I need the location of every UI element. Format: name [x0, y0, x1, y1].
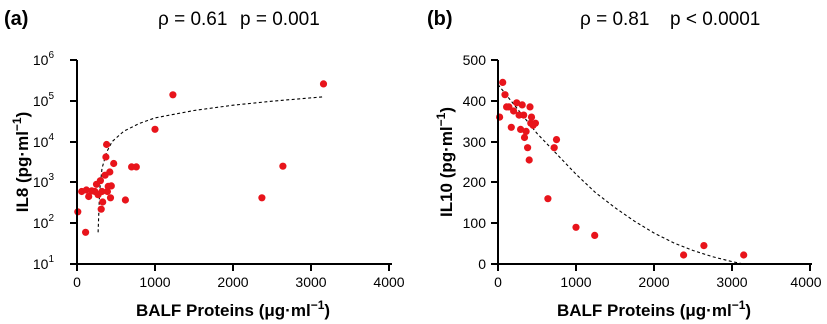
panel-b: (b) ρ = 0.81 p < 0.0001 0 100 200 300 40… — [427, 8, 822, 320]
data-point-b-26 — [591, 231, 599, 239]
x-tick-label-a-1: 0 — [73, 274, 81, 290]
data-point-a-3 — [82, 228, 90, 236]
x-tick-label-b-4: 3000 — [716, 274, 747, 290]
y-tick-label-a-2: 102 — [33, 213, 55, 231]
data-point-a-5 — [85, 192, 93, 201]
data-point-b-19 — [527, 113, 536, 121]
data-point-a-28 — [258, 194, 266, 202]
y-ticks-a: 101 102 103 104 105 106 — [33, 50, 77, 272]
data-point-b-2 — [499, 78, 507, 86]
data-point-a-19 — [106, 168, 114, 176]
panel-b-p-value: p < 0.0001 — [670, 9, 760, 30]
y-axis-title-b: IL10 (pg·ml−1) — [434, 107, 456, 217]
y-tick-label-a-5: 105 — [33, 91, 55, 109]
data-point-b-16 — [525, 156, 533, 164]
marks-b — [496, 78, 748, 265]
data-point-b-27 — [680, 251, 688, 259]
data-point-b-29 — [740, 251, 748, 259]
x-tick-label-b-5: 4000 — [790, 274, 821, 290]
data-point-a-21 — [107, 182, 115, 190]
x-tick-label-a-4: 3000 — [295, 274, 326, 290]
data-point-b-3 — [501, 91, 509, 99]
data-point-a-22 — [110, 159, 118, 168]
x-tick-label-b-1: 0 — [494, 274, 502, 290]
marks-a — [74, 80, 328, 236]
panel-a-p-value: p = 0.001 — [240, 9, 320, 30]
y-tick-label-b-6: 500 — [463, 52, 487, 68]
data-point-a-25 — [132, 163, 140, 171]
data-point-b-5 — [505, 103, 513, 111]
x-ticks-a: 0 1000 2000 3000 4000 — [73, 264, 405, 290]
trend-line-b — [497, 84, 744, 265]
panel-a: (a) ρ = 0.61 p = 0.001 101 102 103 104 1… — [4, 8, 405, 320]
y-tick-label-b-2: 100 — [463, 215, 487, 231]
y-tick-label-a-1: 101 — [33, 254, 55, 272]
data-point-b-13 — [520, 133, 529, 142]
data-point-b-22 — [544, 195, 552, 203]
data-point-b-23 — [550, 144, 558, 152]
data-point-a-26 — [151, 125, 159, 133]
y-tick-label-b-5: 400 — [463, 93, 487, 109]
y-tick-label-a-6: 106 — [33, 50, 55, 68]
x-tick-label-a-5: 4000 — [373, 274, 404, 290]
data-point-b-28 — [700, 242, 708, 250]
data-point-b-14 — [522, 127, 530, 135]
data-point-b-10 — [517, 125, 525, 133]
x-tick-label-b-2: 1000 — [560, 274, 591, 290]
panel-a-rho: ρ = 0.61 — [158, 9, 227, 30]
x-tick-label-a-2: 1000 — [139, 274, 170, 290]
y-tick-label-b-4: 300 — [463, 134, 487, 150]
data-point-a-15 — [102, 153, 110, 161]
data-point-b-8 — [513, 99, 521, 107]
x-axis-title-b: BALF Proteins (μg·ml−1) — [557, 298, 751, 320]
data-point-b-12 — [520, 111, 528, 119]
data-point-a-13 — [99, 198, 107, 206]
data-point-a-12 — [98, 187, 106, 196]
data-point-a-23 — [121, 196, 129, 204]
data-point-a-30 — [319, 80, 328, 88]
x-tick-label-b-3: 2000 — [638, 274, 669, 290]
panel-a-label: (a) — [4, 8, 28, 30]
data-point-b-17 — [526, 103, 534, 111]
data-point-b-11 — [518, 101, 526, 109]
data-point-b-21 — [531, 119, 540, 127]
y-tick-label-a-3: 103 — [33, 172, 55, 190]
data-point-a-27 — [169, 91, 177, 99]
panel-b-rho: ρ = 0.81 — [580, 9, 649, 30]
x-ticks-b: 0 1000 2000 3000 4000 — [494, 264, 822, 290]
data-point-a-10 — [96, 177, 104, 185]
y-tick-label-b-1: 0 — [478, 256, 486, 272]
x-tick-label-a-3: 2000 — [217, 274, 248, 290]
data-point-a-11 — [97, 205, 105, 213]
data-point-b-7 — [509, 107, 518, 115]
data-point-b-15 — [524, 144, 532, 152]
data-point-b-25 — [572, 223, 580, 231]
data-point-a-20 — [106, 194, 115, 202]
data-point-b-24 — [552, 136, 561, 144]
trend-line-a — [97, 96, 324, 233]
panel-b-label: (b) — [427, 8, 453, 30]
y-axis-title-a: IL8 (pg·ml−1) — [10, 112, 32, 213]
x-axis-title-a: BALF Proteins (μg·ml−1) — [136, 298, 330, 320]
data-point-a-16 — [103, 140, 111, 149]
y-tick-label-b-3: 200 — [463, 174, 487, 190]
data-point-b-6 — [507, 123, 515, 131]
data-point-a-29 — [279, 162, 287, 170]
y-tick-label-a-4: 104 — [33, 132, 55, 150]
data-point-a-4 — [82, 186, 90, 194]
y-ticks-b: 0 100 200 300 400 500 — [463, 52, 498, 272]
